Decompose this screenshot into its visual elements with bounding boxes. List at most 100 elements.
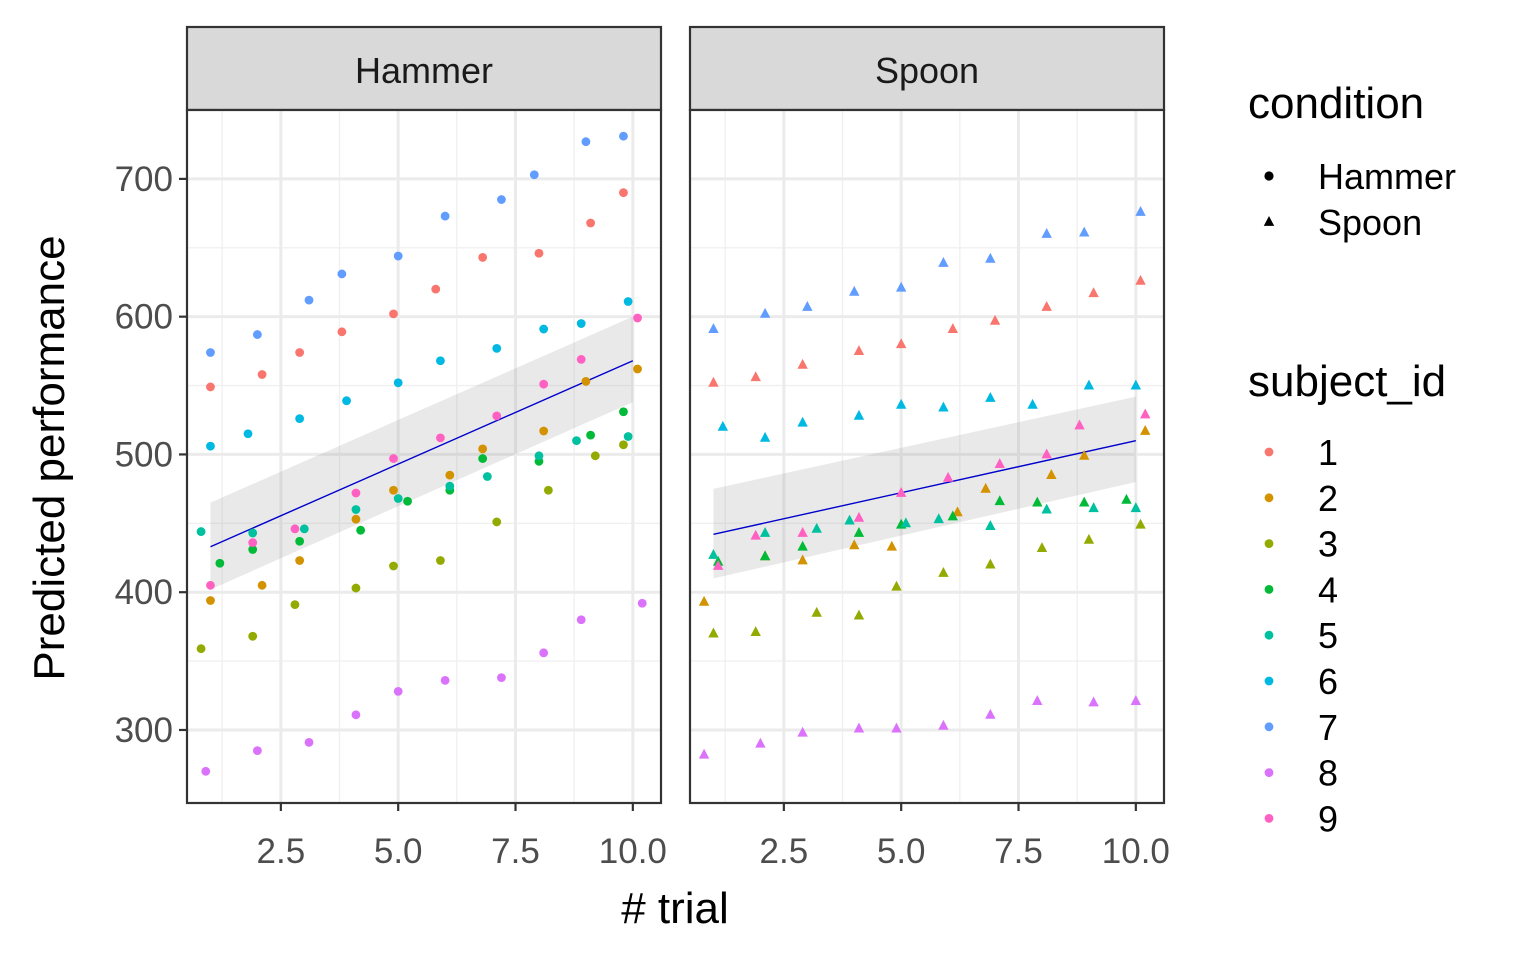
data-point (1079, 449, 1090, 460)
data-point (797, 526, 808, 537)
data-point (891, 580, 902, 591)
legend-item-label: 3 (1318, 524, 1338, 565)
y-axis-title: Predicted performance (25, 235, 74, 680)
data-point (985, 708, 996, 719)
data-point (351, 583, 361, 593)
data-point (1088, 287, 1099, 298)
data-point (445, 481, 455, 491)
data-point (633, 364, 642, 374)
data-point (586, 430, 596, 440)
data-point (952, 506, 963, 517)
data-point (304, 737, 314, 747)
data-point (478, 444, 488, 454)
data-point (633, 313, 642, 323)
data-point (440, 675, 450, 685)
series-subject-5 (708, 502, 1142, 559)
data-point (243, 429, 253, 439)
legend-item-label: 6 (1318, 661, 1338, 702)
series-subject-1 (206, 188, 628, 392)
panel-background (187, 110, 661, 803)
legend-color-title: subject_id (1248, 357, 1446, 406)
data-point (534, 451, 544, 461)
data-point (623, 432, 633, 441)
trend-line (210, 360, 634, 548)
series-subject-3 (196, 440, 628, 654)
legend-item-label: 2 (1318, 478, 1338, 519)
data-point (248, 538, 258, 548)
data-point (539, 324, 549, 334)
data-point (891, 722, 902, 733)
data-point (1130, 695, 1142, 705)
data-point (844, 514, 855, 525)
facet-strip-label: Spoon (875, 50, 979, 91)
data-point (393, 494, 403, 503)
data-point (759, 431, 771, 442)
data-point (196, 527, 206, 536)
data-point (750, 626, 761, 637)
data-point (290, 600, 300, 610)
data-point (196, 644, 206, 654)
data-point (1083, 379, 1095, 390)
legend-item-spoon: Spoon (1263, 202, 1422, 243)
data-point (586, 218, 596, 228)
data-point (980, 482, 991, 493)
data-point (942, 471, 954, 482)
data-point (248, 528, 258, 538)
data-point (1079, 496, 1090, 507)
data-point (1130, 502, 1142, 513)
series-subject-1 (708, 274, 1146, 387)
data-point (712, 560, 724, 570)
data-point (1135, 518, 1146, 529)
data-point (1121, 493, 1132, 504)
data-point (759, 526, 771, 537)
legend-item-label: 9 (1318, 798, 1338, 839)
series-subject-9 (206, 313, 642, 590)
data-point (299, 524, 309, 534)
legend-item-label: 5 (1318, 615, 1338, 656)
data-point (529, 170, 539, 180)
data-point (248, 545, 258, 554)
data-point (295, 348, 305, 357)
data-point (895, 281, 907, 292)
data-point (1032, 496, 1043, 507)
x-tick-label: 2.5 (257, 832, 306, 871)
data-point (351, 514, 361, 524)
data-point (1088, 502, 1099, 513)
y-tick-label: 500 (115, 435, 173, 474)
data-point (295, 536, 305, 546)
data-point (933, 513, 944, 524)
data-point (351, 505, 361, 514)
series-subject-6 (206, 297, 633, 451)
data-point (853, 345, 865, 356)
data-point (985, 558, 996, 569)
data-point (342, 396, 351, 406)
data-point (938, 256, 949, 267)
data-point (759, 550, 771, 561)
data-point (755, 737, 766, 748)
legend-shape-items: Hammer Spoon (1263, 156, 1456, 243)
data-point (389, 485, 398, 495)
data-point (215, 558, 225, 568)
data-point (389, 561, 398, 571)
data-point (436, 356, 445, 366)
data-point (619, 188, 628, 198)
data-point (797, 540, 808, 551)
data-point (482, 472, 492, 481)
series-subject-6 (717, 379, 1142, 442)
data-point (853, 722, 865, 733)
data-point (853, 409, 865, 420)
y-tick-label: 300 (115, 711, 173, 750)
data-point (895, 338, 907, 349)
data-point (572, 436, 581, 446)
x-tick-label: 7.5 (491, 832, 540, 871)
x-tick-label: 5.0 (374, 832, 423, 871)
data-point (206, 596, 215, 605)
legend-color-items: 1 2 34 5 6 7 89 (1264, 432, 1338, 839)
data-point (206, 348, 215, 357)
data-point (938, 719, 949, 730)
data-point (985, 252, 996, 263)
legend-item-label: 7 (1318, 707, 1338, 748)
legend-item-subject-6: 6 (1264, 661, 1338, 702)
trend-line (713, 439, 1136, 536)
